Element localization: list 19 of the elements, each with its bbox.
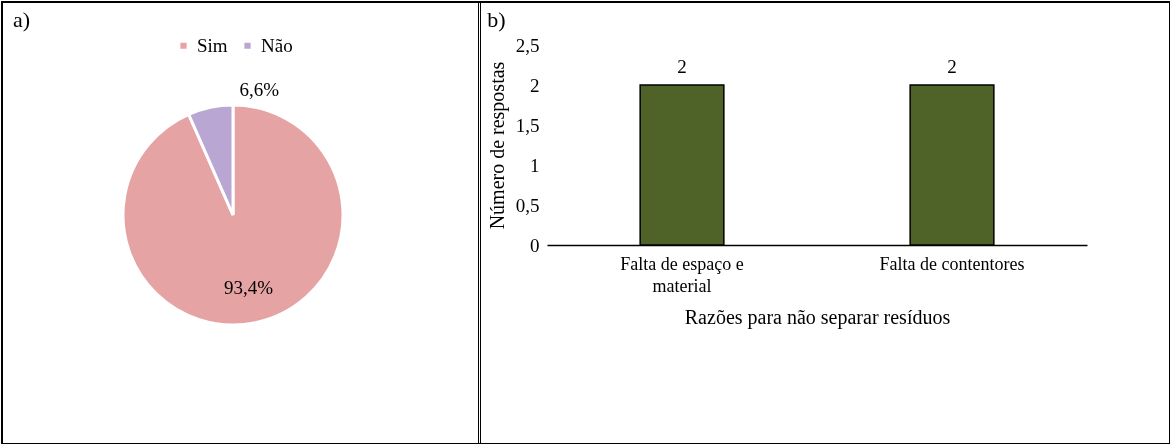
y-tick-label: 1,5 <box>515 114 540 136</box>
data-label: 6,6% <box>239 78 280 100</box>
y-tick-label: 0,5 <box>515 194 540 216</box>
x-tick-label: Falta de contentores <box>879 253 1025 274</box>
chart-title: a) <box>13 7 31 32</box>
x-axis-title: Razões para não separar resíduos <box>684 305 951 329</box>
y-axis-title: Número de respostas <box>485 61 509 230</box>
legend-label: Não <box>261 34 293 56</box>
y-tick-label: 0 <box>530 234 540 256</box>
x-tick-label: Falta de espaço e material <box>620 253 744 296</box>
data-label: 2 <box>677 56 687 77</box>
pie-slice <box>121 103 345 327</box>
legend-label: Sim <box>197 34 228 56</box>
y-tick-label: 2 <box>530 74 540 96</box>
y-tick-label: 1 <box>530 154 540 176</box>
data-label: 93,4% <box>223 277 274 299</box>
chart-title: b) <box>487 7 506 32</box>
y-tick-label: 2,5 <box>515 34 540 56</box>
data-label: 2 <box>947 56 957 77</box>
